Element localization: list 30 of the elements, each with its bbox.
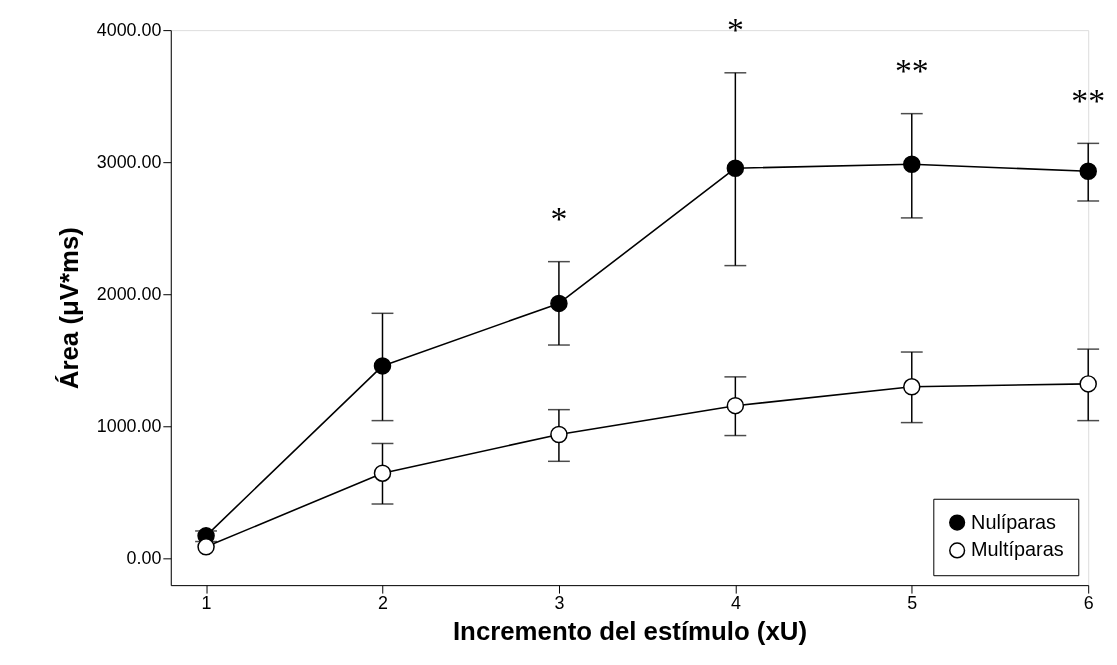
point [1079,162,1097,180]
legend-label: Multíparas [971,538,1064,561]
annotation: ** [1071,81,1106,119]
point [197,538,215,556]
x-tick-label: 2 [378,593,389,614]
point [373,357,392,375]
point [726,159,745,177]
point [550,425,568,444]
x-tick-label: 4 [730,593,741,614]
point [373,464,392,482]
annotation: ** [894,51,929,89]
y-tick-label: 0.00 [126,548,162,569]
y-tick-label: 3000.00 [96,151,162,172]
x-tick-label: 5 [907,593,918,614]
x-tick-label: 6 [1083,593,1094,614]
legend-label: Nulíparas [971,510,1057,533]
y-axis-title: Área (μV*ms) [54,227,83,390]
annotation: * [550,199,568,237]
x-tick-label: 3 [554,593,565,614]
annotation: * [726,11,744,49]
y-tick-label: 2000.00 [96,283,162,304]
x-axis-title: Incremento del estímulo (xU) [452,617,808,646]
y-tick-label: 4000.00 [96,19,162,40]
point [903,378,921,396]
point [550,294,568,313]
x-tick-label: 1 [201,593,212,614]
point [1079,375,1097,393]
point [726,396,745,415]
point [903,155,921,173]
y-tick-label: 1000.00 [96,416,162,437]
